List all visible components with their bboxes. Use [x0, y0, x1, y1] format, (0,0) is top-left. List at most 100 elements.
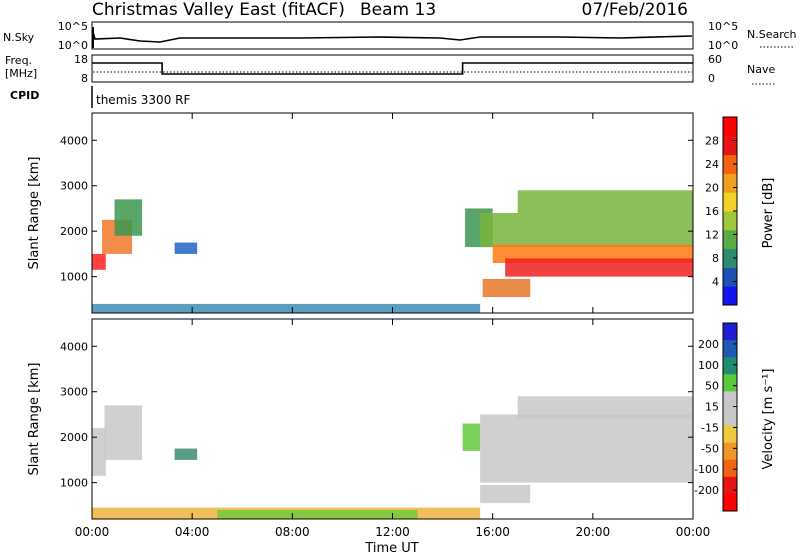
colorbar-tick-label: 50	[705, 380, 719, 393]
velocity-colorbar-swatch	[723, 408, 737, 427]
freq-unit-label: [MHz]	[5, 67, 37, 80]
power-colorbar: 4 8 12 16 20 24 28	[705, 116, 738, 306]
power-echo-region	[492, 244, 693, 263]
velocity-echo-region	[217, 509, 418, 519]
power-echo-region	[174, 242, 198, 254]
colorbar-tick-label: 15	[705, 401, 719, 414]
nsky-label: N.Sky	[3, 31, 35, 44]
power-colorbar-swatch	[723, 173, 737, 193]
velocity-colorbar-swatch	[723, 374, 737, 392]
x-tick-label: 00:00	[75, 525, 110, 539]
power-colorbar-swatch	[723, 192, 737, 212]
freq-line	[92, 62, 693, 75]
power-colorbar-label: Power [dB]	[761, 178, 776, 249]
power-colorbar-swatch	[723, 154, 737, 174]
colorbar-tick-label: 24	[705, 158, 719, 171]
velocity-colorbar-frame	[722, 322, 738, 512]
y-tick-label: 1000	[60, 271, 88, 284]
power-colorbar-swatch	[723, 229, 737, 250]
velocity-echo-region	[92, 428, 106, 476]
station-title: Christmas Valley East (fitACF)	[92, 0, 345, 20]
cpid-value: themis 3300 RF	[96, 93, 190, 107]
nave-label: Nave	[747, 63, 775, 76]
x-tick-label: 16:00	[475, 525, 510, 539]
power-colorbar-swatch	[723, 267, 737, 287]
freq-trace	[92, 62, 693, 75]
y-tick-label: 3000	[60, 386, 88, 399]
power-y-axis: 1000 2000 3000 4000	[60, 134, 693, 284]
velocity-colorbar-swatch	[723, 459, 737, 478]
velocity-echo-region	[462, 423, 481, 451]
power-colorbar-swatch	[723, 211, 737, 231]
power-echo-region	[517, 190, 693, 213]
velocity-echo-region	[480, 484, 531, 504]
velocity-ylabel: Slant Range [km]	[27, 363, 42, 476]
colorbar-tick-label: 100	[698, 359, 719, 372]
velocity-echo-region	[174, 448, 198, 460]
velocity-colorbar-swatch	[723, 425, 737, 444]
power-colorbar-swatch	[723, 135, 737, 156]
colorbar-tick-label: -200	[694, 484, 719, 497]
nsky-tick-top: 10^5	[58, 20, 88, 33]
colorbar-tick-label: 28	[705, 135, 719, 148]
nsky-tick-bottom: 10^0	[58, 39, 88, 52]
power-colorbar-swatch	[723, 117, 737, 137]
cpid-label: CPID	[10, 89, 39, 102]
nsearch-tick-top: 10^5	[708, 20, 738, 33]
velocity-colorbar: 200 100 50 15 -15 -50 -100 -200	[694, 322, 738, 512]
x-tick-label: 00:00	[676, 525, 711, 539]
velocity-colorbar-swatch	[723, 357, 737, 375]
velocity-colorbar-swatch	[723, 340, 737, 358]
y-tick-label: 4000	[60, 134, 88, 147]
nsky-trace	[92, 31, 693, 43]
nave-tick-top: 60	[708, 53, 722, 66]
colorbar-tick-label: 8	[712, 252, 719, 265]
velocity-echo-region	[517, 396, 693, 419]
nsky-panel-frame	[91, 21, 694, 50]
power-echo-region	[92, 303, 481, 313]
x-tick-label: 08:00	[275, 525, 310, 539]
velocity-colorbar-swatch	[723, 493, 737, 512]
power-echo-region	[92, 253, 106, 270]
colorbar-tick-label: -15	[701, 421, 719, 434]
date-label: 07/Feb/2016	[582, 0, 688, 20]
freq-tick-bottom: 8	[81, 72, 88, 85]
nsearch-tick-bottom: 10^0	[708, 39, 738, 52]
x-tick-label: 04:00	[175, 525, 210, 539]
velocity-colorbar-swatch	[723, 323, 737, 341]
colorbar-tick-label: 20	[705, 182, 719, 195]
colorbar-tick-label: 16	[705, 205, 719, 218]
power-echo-region	[114, 199, 143, 236]
freq-label: Freq.	[5, 54, 32, 67]
power-colorbar-swatch	[723, 286, 737, 306]
nave-tick-bottom: 0	[708, 72, 715, 85]
x-tick-label: 12:00	[375, 525, 410, 539]
y-tick-label: 2000	[60, 431, 88, 444]
time-x-axis: 00:00 04:00 08:00 12:00 16:00 20:00 00:00	[75, 113, 711, 539]
power-echo-region	[505, 258, 693, 277]
colorbar-tick-label: 4	[712, 276, 719, 289]
power-echo-region	[482, 278, 531, 298]
colorbar-tick-label: 12	[705, 229, 719, 242]
velocity-colorbar-swatch	[723, 442, 737, 461]
velocity-colorbar-label: Velocity [m s⁻¹]	[761, 369, 776, 470]
velocity-colorbar-swatch	[723, 476, 737, 495]
colorbar-tick-label: -50	[701, 442, 719, 455]
xaxis-label: Time UT	[364, 541, 418, 554]
colorbar-tick-label: 200	[698, 338, 719, 351]
y-tick-label: 4000	[60, 340, 88, 353]
power-heatmap	[92, 190, 693, 313]
y-tick-label: 3000	[60, 180, 88, 193]
velocity-echo-region	[480, 414, 693, 483]
beam-label: Beam 13	[360, 0, 436, 20]
power-ylabel: Slant Range [km]	[27, 157, 42, 270]
velocity-y-axis: 1000 2000 3000 4000	[60, 340, 693, 490]
velocity-colorbar-swatch	[723, 391, 737, 409]
power-echo-region	[480, 213, 693, 248]
x-tick-label: 20:00	[576, 525, 611, 539]
y-tick-label: 1000	[60, 477, 88, 490]
nsearch-label: N.Search	[747, 28, 797, 41]
freq-tick-top: 18	[74, 53, 88, 66]
y-tick-label: 2000	[60, 225, 88, 238]
